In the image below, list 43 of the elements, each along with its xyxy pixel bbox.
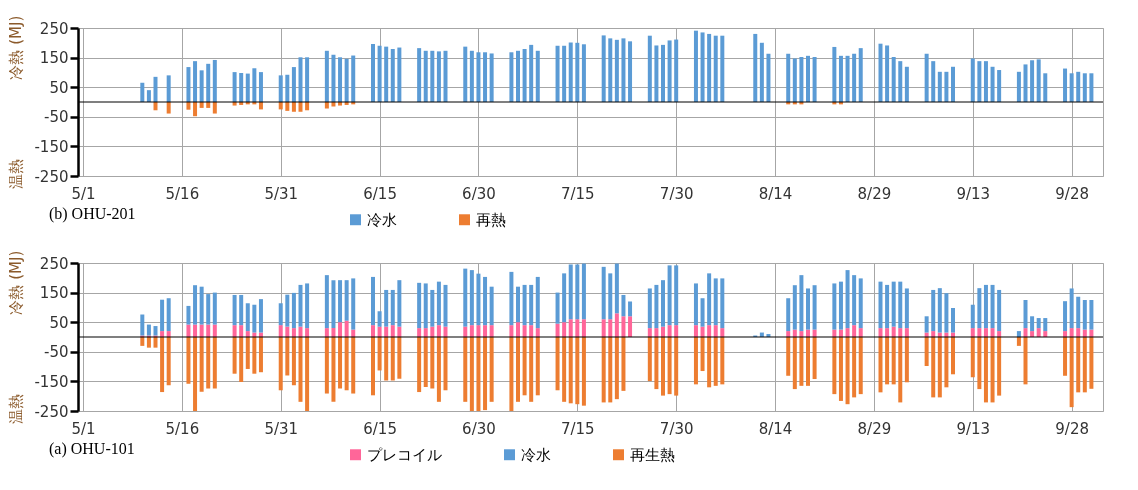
x-tick-label: 5/16 (165, 419, 200, 438)
legend-label: プレコイル (367, 445, 442, 464)
x-tick-label: 8/29 (857, 419, 892, 438)
legend-label: 冷水 (367, 210, 397, 229)
legend-label: 再熱 (476, 210, 506, 229)
x-tick-label: 9/13 (956, 184, 991, 203)
x-tick-label: 5/31 (264, 419, 299, 438)
text: (b) OHU-201 (48, 205, 136, 223)
x-tick-label: 9/28 (1055, 184, 1089, 203)
y-tick-label: -250 (34, 402, 69, 421)
y-tick-label: 50 (49, 313, 69, 332)
x-tick-label: 5/1 (71, 419, 96, 438)
x-tick-label: 8/29 (857, 184, 892, 203)
x-tick-label: 7/15 (560, 184, 595, 203)
y-tick-label: -50 (44, 108, 69, 127)
text: (a) OHU-101 (48, 440, 135, 458)
legend-label: 再生熱 (630, 445, 675, 464)
y-tick-label: 250 (39, 254, 69, 273)
x-tick-label: 5/16 (165, 184, 200, 203)
y-tick-label: -150 (34, 137, 69, 156)
x-tick-label: 5/1 (71, 184, 96, 203)
y-tick-label: 150 (39, 49, 69, 68)
x-tick-label: 7/15 (560, 419, 595, 438)
x-tick-label: 6/30 (462, 184, 496, 203)
x-tick-label: 6/15 (363, 184, 397, 203)
x-tick-label: 8/14 (758, 184, 793, 203)
x-tick-label: 9/13 (956, 419, 991, 438)
x-tick-label: 6/15 (363, 419, 397, 438)
x-tick-label: 6/30 (462, 419, 496, 438)
y-axis-title: 温熱 冷熱 (MJ) (7, 15, 26, 190)
y-tick-label: 150 (39, 284, 69, 303)
y-tick-label: -150 (34, 372, 69, 391)
x-tick-label: 7/30 (659, 419, 694, 438)
x-tick-label: 8/14 (758, 419, 793, 438)
legend-label: 冷水 (521, 445, 551, 464)
x-tick-label: 5/31 (264, 184, 299, 203)
y-tick-label: -250 (34, 167, 69, 186)
y-tick-label: 50 (49, 78, 69, 97)
y-tick-label: 250 (39, 19, 69, 38)
y-tick-label: -50 (44, 343, 69, 362)
x-tick-label: 7/30 (659, 184, 694, 203)
x-tick-label: 9/28 (1055, 419, 1089, 438)
y-axis-title: 温熱 冷熱 (MJ) (7, 250, 26, 425)
